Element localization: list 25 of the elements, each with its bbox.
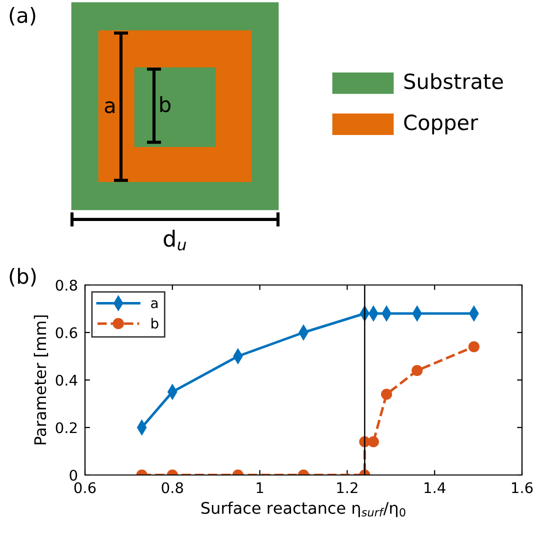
x-tick-label: 1: [256, 482, 264, 494]
text: a: [104, 101, 114, 114]
y-tick-label: 0: [70, 470, 78, 481]
point: [412, 364, 423, 376]
y-axis-title: Parameter [mm]: [34, 315, 48, 444]
legend-label: b: [152, 318, 158, 329]
legend-label: a: [151, 300, 158, 308]
point: [468, 341, 480, 352]
text: d$_{u}$: [164, 230, 186, 250]
x-tick-label: 0.6: [74, 482, 96, 494]
y-tick-label: 0.6: [56, 327, 78, 338]
x-tick-label: 1.6: [512, 482, 533, 494]
x-tick-label: 0.8: [162, 482, 183, 494]
text: (b): [10, 268, 36, 286]
x-tick-label: 1.4: [424, 482, 446, 494]
text: (a): [10, 6, 36, 26]
point: [380, 388, 392, 400]
y-tick-label: 0.4: [56, 374, 78, 386]
x-tick-label: 1.2: [337, 482, 358, 494]
y-tick-label: 0.2: [56, 422, 77, 434]
category-label: Substrate: [404, 73, 503, 90]
x-axis-title: Surface reactance η$_{surf}$/η$_{0}$: [201, 502, 406, 518]
category-label: Copper: [404, 114, 478, 134]
y-tick-label: 0.8: [56, 280, 78, 291]
text: b: [160, 96, 170, 112]
